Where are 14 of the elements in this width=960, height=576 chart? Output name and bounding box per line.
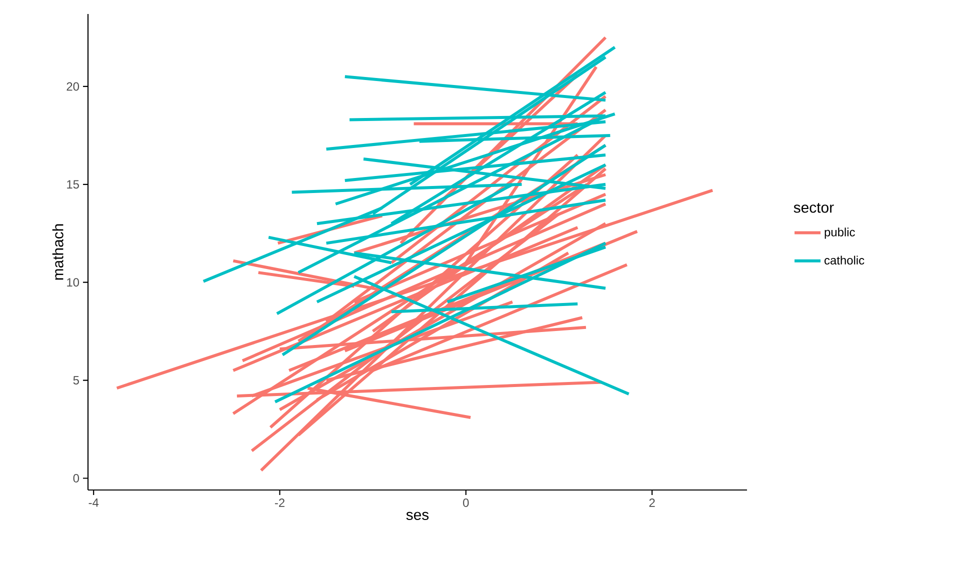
- x-axis-title: ses: [406, 512, 429, 520]
- y-tick-label: 20: [66, 82, 80, 91]
- y-tick-label: 0: [73, 474, 80, 482]
- y-tick-label: 5: [73, 376, 79, 384]
- legend-label: catholic: [824, 256, 864, 265]
- x-tick-label: 0: [463, 498, 469, 507]
- y-tick-label: 15: [67, 180, 79, 189]
- x-tick-label: -2: [274, 498, 284, 507]
- x-tick-label: 2: [649, 498, 655, 507]
- legend-title: sector: [794, 202, 834, 213]
- x-tick-label: -4: [88, 498, 99, 507]
- y-tick-label: 10: [67, 278, 80, 287]
- legend-label: public: [824, 228, 855, 239]
- y-axis-title: mathach: [52, 224, 64, 280]
